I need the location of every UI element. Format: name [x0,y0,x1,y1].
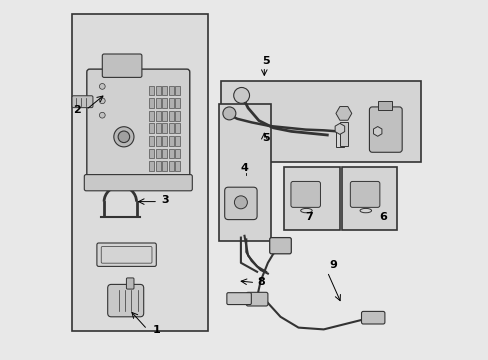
FancyBboxPatch shape [72,14,208,331]
Bar [339,122,347,146]
FancyBboxPatch shape [226,293,251,305]
Bar [162,161,167,171]
Bar [168,123,173,133]
Bar [155,98,160,108]
Bar [149,86,154,95]
Text: 7: 7 [305,212,313,222]
Bar [377,101,391,110]
Bar [155,161,160,171]
Circle shape [234,196,247,209]
Bar [149,98,154,108]
Text: 8: 8 [257,277,264,287]
FancyBboxPatch shape [246,292,267,306]
Bar [175,111,180,121]
Bar [149,123,154,133]
Circle shape [233,87,249,103]
Bar [336,130,343,147]
FancyBboxPatch shape [269,238,291,254]
Text: 4: 4 [241,163,248,173]
Bar [149,111,154,121]
Circle shape [99,112,105,118]
Text: 5: 5 [261,133,269,143]
Bar [175,149,180,158]
FancyBboxPatch shape [221,81,420,162]
Bar [175,136,180,146]
Bar [149,136,154,146]
Bar [175,161,180,171]
Bar [155,149,160,158]
Text: 3: 3 [161,195,168,206]
Bar [155,136,160,146]
Circle shape [114,127,134,147]
Text: 1: 1 [152,325,160,335]
Circle shape [118,131,129,143]
Bar [149,149,154,158]
FancyBboxPatch shape [224,187,257,220]
FancyBboxPatch shape [284,167,339,230]
Text: 6: 6 [379,212,386,222]
FancyBboxPatch shape [341,167,397,230]
Bar [168,136,173,146]
FancyBboxPatch shape [97,243,156,266]
FancyBboxPatch shape [87,69,189,183]
FancyBboxPatch shape [102,54,142,77]
FancyBboxPatch shape [107,284,143,317]
FancyBboxPatch shape [72,96,93,108]
Bar [162,111,167,121]
Bar [162,123,167,133]
FancyBboxPatch shape [349,181,379,207]
Bar [175,98,180,108]
Bar [374,133,380,148]
FancyBboxPatch shape [219,104,271,241]
Bar [175,123,180,133]
Circle shape [99,84,105,89]
Bar [162,149,167,158]
FancyBboxPatch shape [290,181,320,207]
FancyBboxPatch shape [368,107,401,152]
Text: 5: 5 [261,56,269,66]
Bar [168,149,173,158]
FancyBboxPatch shape [84,175,192,191]
Bar [162,98,167,108]
Text: 2: 2 [73,105,81,116]
Circle shape [99,98,105,104]
Bar [149,161,154,171]
Bar [168,111,173,121]
FancyBboxPatch shape [126,278,134,289]
Circle shape [223,107,235,120]
Bar [155,123,160,133]
Bar [168,98,173,108]
Bar [162,136,167,146]
Bar [168,86,173,95]
Bar [155,86,160,95]
FancyBboxPatch shape [361,311,384,324]
Text: 9: 9 [328,260,336,270]
Bar [175,86,180,95]
Bar [168,161,173,171]
Bar [162,86,167,95]
Bar [155,111,160,121]
